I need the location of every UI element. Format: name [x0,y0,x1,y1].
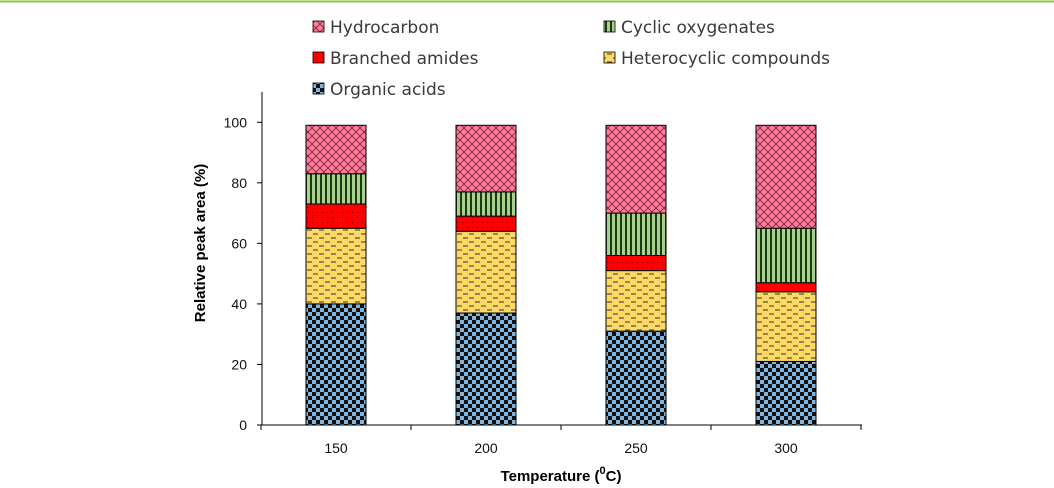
legend-swatch-heterocyclic-compounds [603,51,616,64]
bar-cyclic-oxygenates-150 [305,173,367,205]
legend-swatch-organic-acids [312,82,325,95]
y-ticks-group: 0 20 40 60 80 100 [224,114,262,433]
y-tick-label-20: 20 [231,356,247,372]
bar-heterocyclic-compounds-250 [605,270,667,332]
bar-hydrocarbon-200 [455,124,517,193]
y-tick-label-100: 100 [224,114,248,130]
bar-organic-acids-150 [305,303,367,426]
bar-branched-amides-250 [605,254,667,272]
bar-organic-acids-200 [455,312,517,426]
legend-label-organic-acids: Organic acids [330,80,446,100]
x-axis-title-superscript: 0 [599,465,605,477]
legend-label-branched-amides: Branched amides [330,49,479,69]
x-axis-title-main: Temperature ( [501,468,600,485]
x-ticks-group: 150 200 250 300 [260,425,862,456]
bar-organic-acids-300 [755,360,817,426]
bar-branched-amides-300 [755,282,817,293]
x-axis-title: Temperature (0C) [501,465,622,485]
legend-swatch-hydrocarbon [312,20,325,33]
y-tick-label-0: 0 [239,417,247,433]
x-tick-label-150: 150 [324,440,348,456]
bar-heterocyclic-compounds-150 [305,227,367,305]
x-tick-label-200: 200 [474,440,498,456]
legend-swatch-cyclic-oxygenates [603,20,616,33]
bar-branched-amides-150 [305,203,367,229]
legend-label-hydrocarbon: Hydrocarbon [330,18,439,38]
legend-label-heterocyclic-compounds: Heterocyclic compounds [621,49,830,69]
y-axis-title: Relative peak area (%) [192,164,209,322]
bar-hydrocarbon-250 [605,124,667,214]
bars-group [305,124,817,426]
legend: Hydrocarbon Cyclic oxygenates Branched ami… [312,18,830,100]
legend-label-cyclic-oxygenates: Cyclic oxygenates [621,18,775,38]
x-axis-title-end: C) [606,468,622,485]
x-tick-label-250: 250 [624,440,648,456]
bar-cyclic-oxygenates-300 [755,227,817,284]
bar-branched-amides-200 [455,215,517,232]
axes-group [261,92,862,426]
y-tick-label-60: 60 [231,235,247,251]
y-tick-label-80: 80 [231,175,247,191]
x-tick-label-300: 300 [774,440,798,456]
y-tick-label-40: 40 [231,296,247,312]
bar-heterocyclic-compounds-200 [455,230,517,314]
bar-hydrocarbon-150 [305,124,367,175]
bar-hydrocarbon-300 [755,124,817,229]
bar-cyclic-oxygenates-250 [605,212,667,256]
bar-organic-acids-250 [605,330,667,426]
bar-heterocyclic-compounds-300 [755,291,817,362]
legend-swatch-branched-amides [312,51,325,64]
bar-cyclic-oxygenates-200 [455,191,517,217]
